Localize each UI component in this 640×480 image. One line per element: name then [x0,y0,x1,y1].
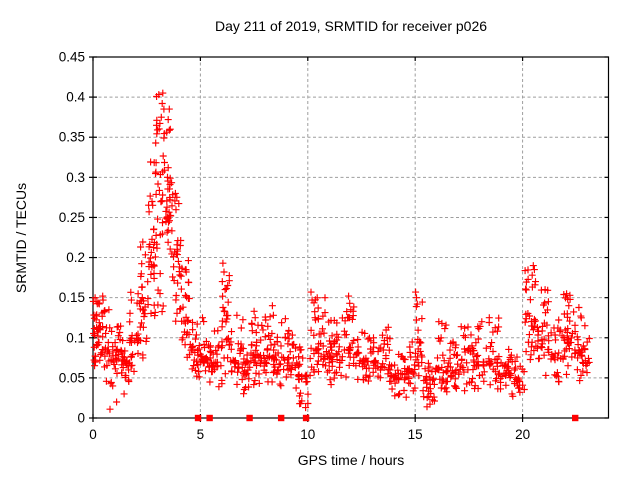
y-tick-label: 0.05 [59,370,85,385]
chart-title: Day 211 of 2019, SRMTID for receiver p02… [214,18,488,34]
zero-flag-marker [206,414,213,422]
zero-flag-marker [246,414,253,422]
y-tick-label: 0.15 [59,290,85,305]
x-tick-label: 0 [89,427,97,442]
zero-flag-marker [302,414,310,422]
x-tick-label: 10 [300,427,315,442]
y-tick-label: 0.45 [59,50,85,65]
y-tick-label: 0.35 [59,130,85,145]
y-axis-label: SRMTID / TECUs [13,182,29,294]
x-tick-label: 20 [515,427,530,442]
y-tick-label: 0.1 [66,330,85,345]
x-axis-label: GPS time / hours [297,452,405,468]
plot-border [92,56,610,419]
y-tick-label: 0.3 [66,170,85,185]
zero-flag-marker [572,414,579,422]
srmtid-data-points [89,89,593,413]
y-tick-label: 0.2 [66,250,85,265]
y-tick-label: 0.4 [66,90,85,105]
y-tick-label: 0 [77,411,85,426]
zero-flag-marker [194,414,202,422]
x-tick-label: 5 [197,427,205,442]
zero-flag-marker [277,414,285,422]
x-tick-label: 15 [408,427,423,442]
y-tick-label: 0.25 [59,210,85,225]
